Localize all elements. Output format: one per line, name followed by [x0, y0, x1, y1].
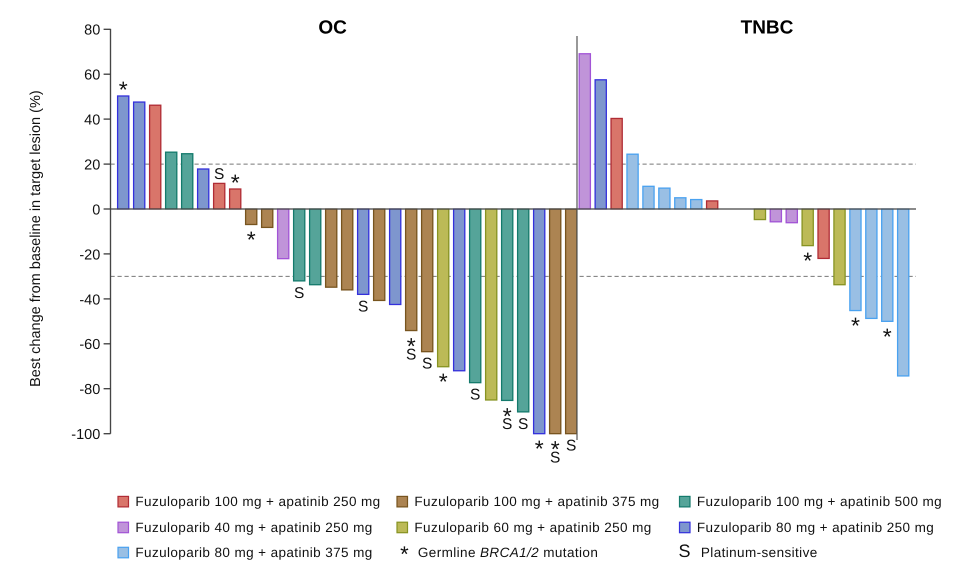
- svg-text:*: *: [535, 436, 544, 462]
- svg-text:-60: -60: [79, 337, 100, 353]
- svg-text:-80: -80: [79, 382, 100, 398]
- svg-text:S: S: [470, 387, 480, 404]
- svg-text:*: *: [439, 369, 448, 395]
- svg-text:S: S: [679, 541, 691, 561]
- svg-text:60: 60: [84, 68, 100, 84]
- svg-text:Fuzuloparib 100 mg + apatinib: Fuzuloparib 100 mg + apatinib 500 mg: [697, 494, 942, 509]
- svg-text:*: *: [400, 541, 409, 566]
- svg-text:S: S: [502, 416, 512, 433]
- svg-text:*: *: [551, 436, 560, 462]
- svg-text:Platinum-sensitive: Platinum-sensitive: [701, 545, 818, 560]
- svg-text:TNBC: TNBC: [741, 18, 794, 39]
- svg-text:Best change from baseline in t: Best change from baseline in target lesi…: [28, 90, 44, 387]
- svg-text:0: 0: [92, 202, 100, 218]
- svg-text:S: S: [358, 298, 368, 315]
- svg-text:*: *: [503, 403, 512, 429]
- svg-text:*: *: [883, 323, 892, 349]
- svg-text:S: S: [422, 356, 432, 373]
- svg-text:*: *: [407, 333, 416, 359]
- svg-text:S: S: [294, 285, 304, 302]
- svg-text:-100: -100: [71, 427, 100, 443]
- svg-text:Fuzuloparib 40 mg + apatinib 2: Fuzuloparib 40 mg + apatinib 250 mg: [135, 520, 372, 535]
- svg-text:*: *: [119, 76, 128, 102]
- svg-text:*: *: [231, 169, 240, 195]
- svg-text:*: *: [247, 227, 256, 253]
- svg-text:S: S: [518, 416, 528, 433]
- svg-text:80: 80: [84, 23, 100, 39]
- svg-text:-20: -20: [79, 247, 100, 263]
- svg-text:Fuzuloparib 60 mg + apatinib 2: Fuzuloparib 60 mg + apatinib 250 mg: [414, 520, 651, 535]
- svg-text:*: *: [803, 248, 812, 274]
- svg-text:20: 20: [84, 158, 100, 174]
- svg-text:Fuzuloparib 80 mg + apatinib 2: Fuzuloparib 80 mg + apatinib 250 mg: [697, 520, 934, 535]
- svg-text:OC: OC: [318, 18, 347, 39]
- svg-text:Fuzuloparib 100 mg + apatinib: Fuzuloparib 100 mg + apatinib 250 mg: [135, 494, 380, 509]
- svg-text:S: S: [566, 438, 576, 455]
- svg-text:40: 40: [84, 113, 100, 129]
- svg-text:S: S: [406, 346, 416, 363]
- svg-text:S: S: [214, 166, 224, 183]
- svg-text:-40: -40: [79, 292, 100, 308]
- svg-text:Fuzuloparib 100 mg + apatinib: Fuzuloparib 100 mg + apatinib 375 mg: [414, 494, 659, 509]
- svg-text:Fuzuloparib 80 mg + apatinib 3: Fuzuloparib 80 mg + apatinib 375 mg: [135, 545, 372, 560]
- svg-text:*: *: [851, 313, 860, 339]
- svg-text:S: S: [550, 449, 560, 466]
- svg-text:Germline BRCA1/2 mutation: Germline BRCA1/2 mutation: [418, 545, 598, 560]
